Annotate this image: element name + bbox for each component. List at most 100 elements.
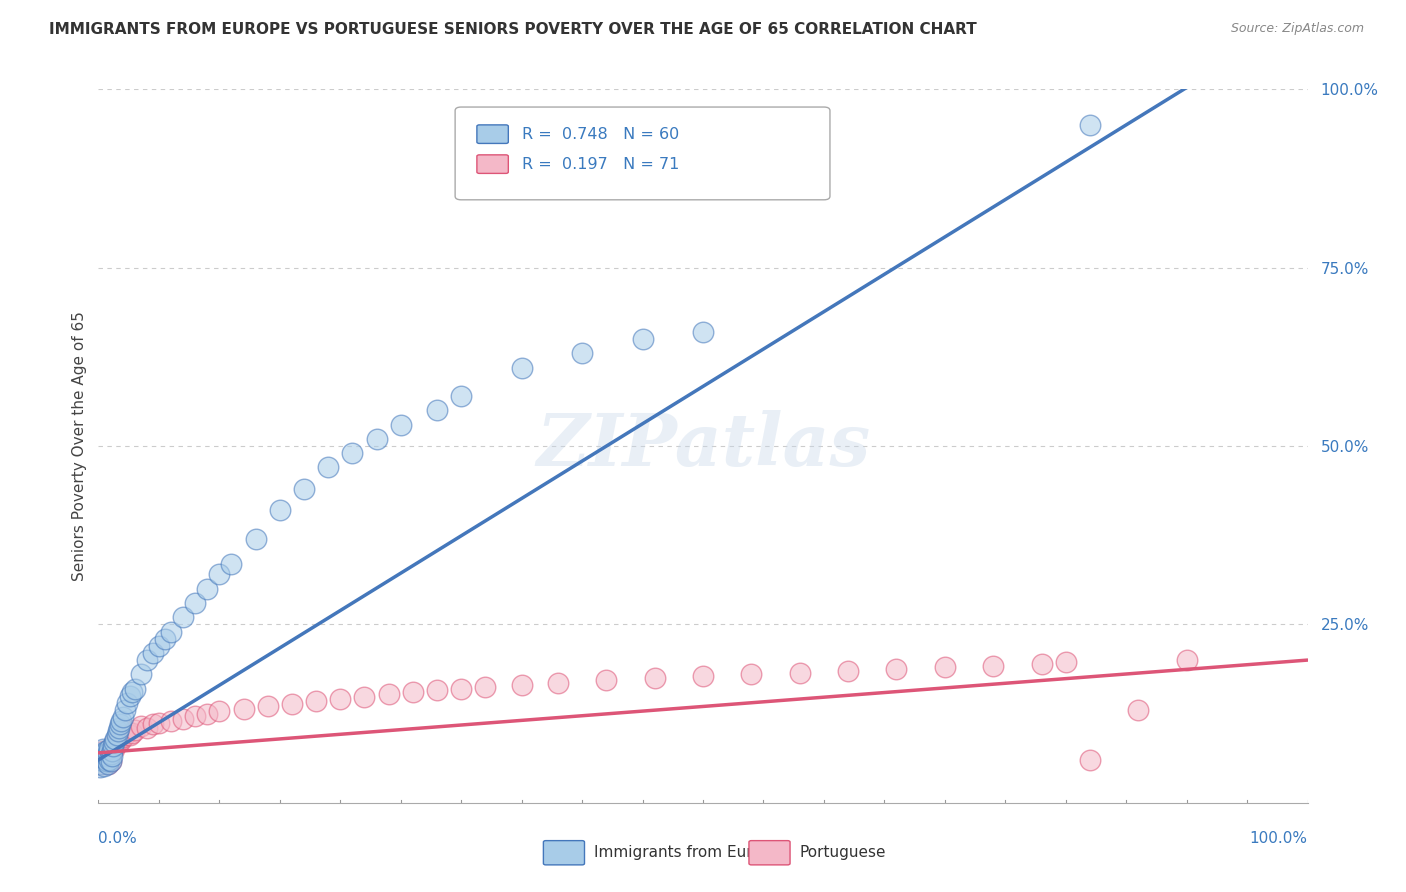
- Point: [93, 758, 115, 772]
- Point: [195, 582, 218, 596]
- Point: [245, 532, 267, 546]
- Point: [121, 685, 143, 699]
- Text: ZIPatlas: ZIPatlas: [536, 410, 870, 482]
- Text: 100.0%: 100.0%: [1250, 831, 1308, 847]
- Point: [148, 715, 170, 730]
- Point: [98, 751, 121, 765]
- Point: [94, 744, 117, 758]
- Point: [97, 744, 120, 758]
- Point: [1031, 657, 1053, 671]
- Point: [886, 662, 908, 676]
- Point: [90, 749, 112, 764]
- Point: [129, 719, 152, 733]
- Point: [104, 731, 127, 746]
- Text: Source: ZipAtlas.com: Source: ZipAtlas.com: [1230, 22, 1364, 36]
- Point: [1128, 703, 1150, 717]
- Point: [426, 403, 449, 417]
- Point: [100, 747, 122, 762]
- Point: [450, 389, 472, 403]
- Point: [100, 742, 122, 756]
- Y-axis label: Seniors Poverty Over the Age of 65: Seniors Poverty Over the Age of 65: [72, 311, 87, 581]
- FancyBboxPatch shape: [456, 107, 830, 200]
- Point: [740, 667, 762, 681]
- Point: [195, 706, 218, 721]
- Text: IMMIGRANTS FROM EUROPE VS PORTUGUESE SENIORS POVERTY OVER THE AGE OF 65 CORRELAT: IMMIGRANTS FROM EUROPE VS PORTUGUESE SEN…: [49, 22, 977, 37]
- Text: 0.0%: 0.0%: [98, 831, 138, 847]
- Point: [474, 680, 496, 694]
- Point: [91, 749, 114, 764]
- Point: [692, 325, 714, 339]
- Point: [221, 557, 243, 571]
- Point: [100, 744, 122, 758]
- Point: [292, 482, 315, 496]
- Point: [94, 753, 117, 767]
- Point: [353, 690, 375, 705]
- Point: [89, 753, 111, 767]
- Point: [101, 739, 124, 753]
- Text: Portuguese: Portuguese: [800, 846, 886, 860]
- Point: [91, 749, 114, 764]
- Point: [101, 739, 124, 753]
- Point: [184, 596, 207, 610]
- Point: [100, 746, 122, 760]
- Point: [110, 714, 132, 728]
- Point: [89, 756, 111, 771]
- Point: [692, 669, 714, 683]
- Point: [111, 710, 134, 724]
- Point: [208, 567, 231, 582]
- Point: [142, 646, 165, 660]
- Point: [129, 667, 152, 681]
- FancyBboxPatch shape: [477, 155, 509, 173]
- Point: [124, 723, 146, 737]
- Point: [98, 742, 121, 756]
- Point: [93, 747, 115, 762]
- Point: [135, 653, 157, 667]
- Point: [208, 705, 231, 719]
- Point: [98, 753, 121, 767]
- Point: [90, 753, 112, 767]
- Point: [124, 681, 146, 696]
- Point: [510, 360, 533, 375]
- Point: [329, 692, 352, 706]
- Point: [100, 755, 122, 769]
- Point: [108, 735, 131, 749]
- Text: R =  0.197   N = 71: R = 0.197 N = 71: [522, 157, 679, 171]
- Point: [90, 753, 112, 767]
- Point: [114, 728, 136, 742]
- Point: [160, 624, 183, 639]
- Point: [96, 749, 118, 764]
- Point: [103, 742, 125, 756]
- Point: [1078, 753, 1101, 767]
- Point: [94, 746, 117, 760]
- Point: [91, 746, 114, 760]
- Point: [100, 749, 122, 764]
- Point: [142, 717, 165, 731]
- Point: [111, 730, 134, 744]
- Point: [631, 332, 654, 346]
- Point: [91, 746, 114, 760]
- Point: [94, 751, 117, 765]
- Point: [114, 703, 136, 717]
- Point: [377, 687, 399, 701]
- Point: [93, 756, 115, 771]
- Point: [837, 664, 859, 678]
- Point: [91, 755, 114, 769]
- Point: [96, 749, 118, 764]
- Point: [232, 701, 254, 715]
- FancyBboxPatch shape: [477, 125, 509, 144]
- Point: [184, 708, 207, 723]
- Point: [108, 717, 131, 731]
- Point: [510, 678, 533, 692]
- Point: [104, 735, 127, 749]
- Point: [108, 731, 131, 746]
- Point: [366, 432, 388, 446]
- Point: [281, 698, 304, 712]
- Point: [96, 755, 118, 769]
- Point: [389, 417, 412, 432]
- Point: [103, 735, 125, 749]
- Point: [1054, 655, 1077, 669]
- Point: [105, 728, 128, 742]
- Point: [153, 632, 176, 646]
- Point: [269, 503, 291, 517]
- Text: Immigrants from Europe: Immigrants from Europe: [595, 846, 782, 860]
